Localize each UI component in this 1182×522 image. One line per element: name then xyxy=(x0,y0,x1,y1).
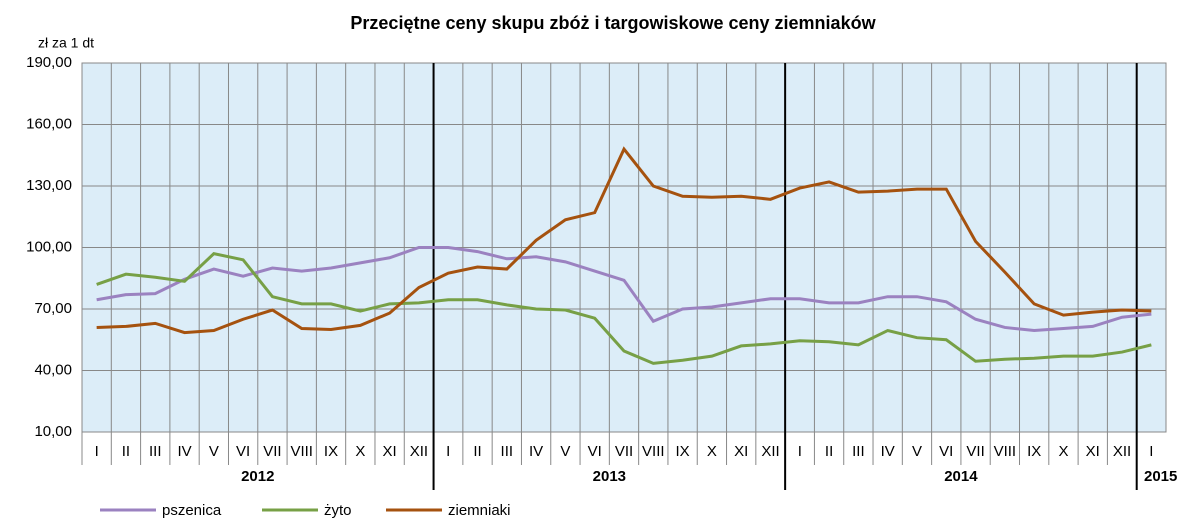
x-tick-label: I xyxy=(798,443,802,460)
x-tick-label: III xyxy=(501,443,514,460)
year-label: 2013 xyxy=(593,468,626,485)
x-tick-label: IX xyxy=(324,443,338,460)
x-tick-label: VII xyxy=(615,443,633,460)
x-tick-label: IV xyxy=(881,443,895,460)
x-tick-label: XI xyxy=(734,443,748,460)
year-label: 2015 xyxy=(1144,468,1177,485)
x-tick-label: I xyxy=(446,443,450,460)
x-tick-label: VIII xyxy=(642,443,665,460)
line-series xyxy=(96,146,1152,335)
x-tick-label: V xyxy=(209,443,219,460)
line-series xyxy=(96,252,1152,365)
x-tick-label: V xyxy=(912,443,922,460)
x-tick-label: VII xyxy=(263,443,281,460)
x-tick-label: XII xyxy=(410,443,428,460)
x-tick-label: III xyxy=(852,443,865,460)
x-tick-label: II xyxy=(825,443,833,460)
x-tick-label: XI xyxy=(1086,443,1100,460)
y-tick-label: 40,00 xyxy=(34,361,72,378)
x-tick-label: VIII xyxy=(994,443,1017,460)
x-tick-label: X xyxy=(1058,443,1068,460)
year-label: 2012 xyxy=(241,468,274,485)
x-tick-label: XII xyxy=(1113,443,1131,460)
legend-label: pszenica xyxy=(162,502,222,519)
x-tick-label: IX xyxy=(1027,443,1041,460)
x-tick-label: I xyxy=(1149,443,1153,460)
x-tick-label: VII xyxy=(966,443,984,460)
x-tick-label: VI xyxy=(939,443,953,460)
x-tick-label: XII xyxy=(761,443,779,460)
line-series xyxy=(96,246,1152,333)
x-tick-label: I xyxy=(95,443,99,460)
y-axis-label: zł za 1 dt xyxy=(38,35,94,51)
x-tick-label: III xyxy=(149,443,162,460)
x-tick-label: VI xyxy=(588,443,602,460)
y-tick-label: 130,00 xyxy=(26,177,72,194)
x-tick-label: II xyxy=(122,443,130,460)
x-tick-label: IV xyxy=(529,443,543,460)
year-label: 2014 xyxy=(944,468,978,485)
x-tick-label: II xyxy=(473,443,481,460)
legend-label: żyto xyxy=(324,502,352,519)
x-tick-label: IV xyxy=(177,443,191,460)
x-tick-label: V xyxy=(560,443,570,460)
x-tick-label: X xyxy=(707,443,717,460)
y-tick-label: 100,00 xyxy=(26,238,72,255)
y-tick-label: 10,00 xyxy=(34,423,72,440)
x-tick-label: VI xyxy=(236,443,250,460)
chart-title: Przeciętne ceny skupu zbóż i targowiskow… xyxy=(350,13,876,33)
y-tick-label: 70,00 xyxy=(34,300,72,317)
x-tick-label: X xyxy=(355,443,365,460)
y-tick-label: 160,00 xyxy=(26,115,72,132)
y-tick-label: 190,00 xyxy=(26,54,72,71)
x-tick-label: VIII xyxy=(290,443,313,460)
x-tick-label: IX xyxy=(676,443,690,460)
x-tick-label: XI xyxy=(383,443,397,460)
legend-label: ziemniaki xyxy=(448,502,511,519)
